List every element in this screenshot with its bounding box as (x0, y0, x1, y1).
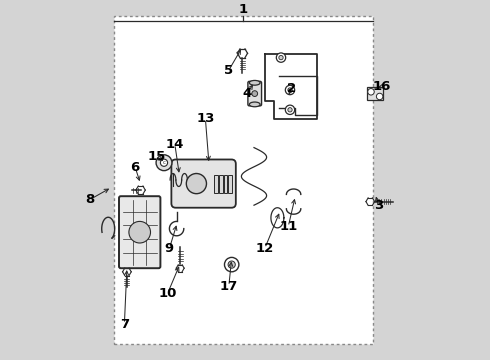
Bar (219, 175, 222, 193)
Text: 10: 10 (158, 287, 177, 300)
Circle shape (288, 88, 292, 92)
Bar (224, 175, 227, 193)
Circle shape (288, 108, 292, 112)
Circle shape (279, 55, 283, 60)
Bar (215, 175, 218, 193)
Text: 4: 4 (242, 87, 251, 100)
Bar (368, 87, 383, 100)
Text: 17: 17 (220, 280, 238, 293)
Circle shape (285, 105, 294, 114)
Circle shape (368, 89, 374, 95)
Text: c: c (163, 160, 166, 165)
Text: 2: 2 (287, 82, 296, 95)
Text: 7: 7 (120, 318, 129, 330)
Text: 12: 12 (256, 242, 274, 255)
Bar (114, 16, 373, 344)
Text: 8: 8 (85, 193, 94, 206)
Circle shape (276, 53, 286, 62)
FancyBboxPatch shape (172, 159, 236, 208)
Circle shape (285, 85, 294, 95)
FancyBboxPatch shape (119, 196, 160, 268)
Circle shape (224, 257, 239, 272)
Text: 16: 16 (372, 80, 391, 93)
Text: 1: 1 (239, 3, 248, 15)
Circle shape (228, 261, 235, 268)
Circle shape (156, 155, 172, 171)
Text: 9: 9 (165, 242, 174, 255)
Circle shape (186, 174, 206, 194)
Text: 14: 14 (166, 138, 184, 150)
Bar (228, 175, 232, 193)
Circle shape (376, 93, 383, 100)
Ellipse shape (249, 102, 260, 107)
Circle shape (252, 91, 258, 96)
Text: 6: 6 (130, 161, 140, 174)
Ellipse shape (249, 80, 260, 85)
Text: 13: 13 (196, 112, 215, 125)
Text: 11: 11 (279, 220, 297, 233)
Circle shape (129, 221, 150, 243)
FancyBboxPatch shape (248, 81, 262, 106)
Text: 15: 15 (147, 150, 166, 163)
Text: 5: 5 (224, 64, 233, 77)
Circle shape (160, 159, 168, 166)
Text: 3: 3 (373, 199, 383, 212)
